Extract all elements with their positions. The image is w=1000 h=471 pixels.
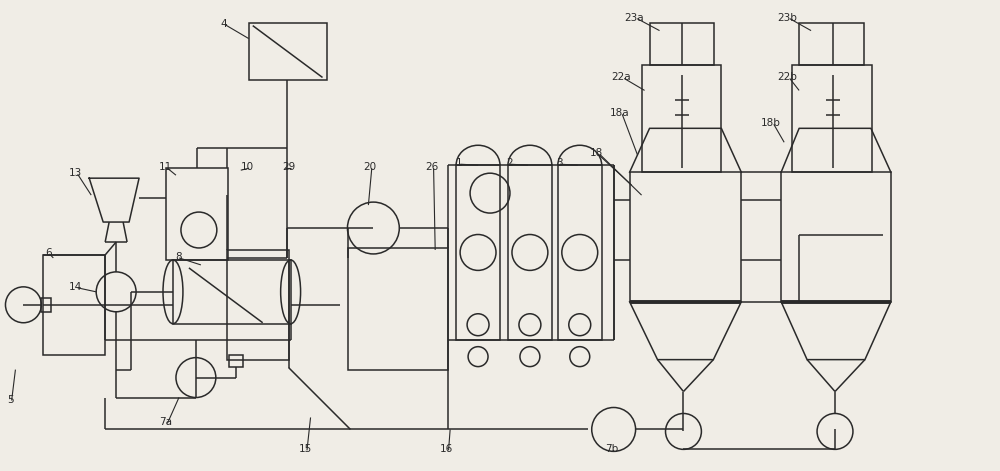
Bar xyxy=(642,65,721,172)
Circle shape xyxy=(468,347,488,366)
Text: 1: 1 xyxy=(456,158,463,168)
Bar xyxy=(41,298,51,312)
Bar xyxy=(799,23,864,65)
Bar xyxy=(650,23,714,65)
Text: 15: 15 xyxy=(299,444,312,455)
Circle shape xyxy=(562,235,598,270)
Text: 2: 2 xyxy=(506,158,513,168)
Bar xyxy=(508,165,552,340)
Bar xyxy=(348,248,448,370)
Text: 18a: 18a xyxy=(610,108,629,118)
Text: 13: 13 xyxy=(69,168,83,178)
Bar xyxy=(166,168,228,260)
Bar xyxy=(781,172,891,302)
Text: 18: 18 xyxy=(590,148,603,158)
Text: 11: 11 xyxy=(159,162,172,172)
Circle shape xyxy=(512,235,548,270)
Text: 7a: 7a xyxy=(159,417,172,428)
Circle shape xyxy=(569,314,591,336)
Bar xyxy=(229,355,243,366)
Bar xyxy=(43,255,105,355)
Text: 5: 5 xyxy=(7,395,14,405)
Text: 3: 3 xyxy=(556,158,562,168)
Bar xyxy=(227,250,289,360)
Text: 6: 6 xyxy=(45,248,52,258)
Circle shape xyxy=(570,347,590,366)
Bar xyxy=(249,23,327,81)
Text: 22b: 22b xyxy=(777,73,797,82)
Bar xyxy=(456,165,500,340)
Bar xyxy=(792,65,872,172)
Text: 22a: 22a xyxy=(612,73,631,82)
Circle shape xyxy=(460,235,496,270)
Text: 18b: 18b xyxy=(761,118,781,128)
Text: 23b: 23b xyxy=(777,13,797,23)
Bar xyxy=(630,172,741,302)
Circle shape xyxy=(467,314,489,336)
Text: 10: 10 xyxy=(241,162,254,172)
Bar xyxy=(173,260,291,324)
Circle shape xyxy=(519,314,541,336)
Text: 29: 29 xyxy=(283,162,296,172)
Text: 8: 8 xyxy=(175,252,182,262)
Text: 14: 14 xyxy=(69,282,83,292)
Bar xyxy=(558,165,602,340)
Circle shape xyxy=(520,347,540,366)
Text: 16: 16 xyxy=(440,444,453,455)
Text: 23a: 23a xyxy=(625,13,644,23)
Text: 4: 4 xyxy=(221,19,227,29)
Text: 20: 20 xyxy=(363,162,377,172)
Text: 7b: 7b xyxy=(605,444,618,455)
Text: 26: 26 xyxy=(425,162,438,172)
